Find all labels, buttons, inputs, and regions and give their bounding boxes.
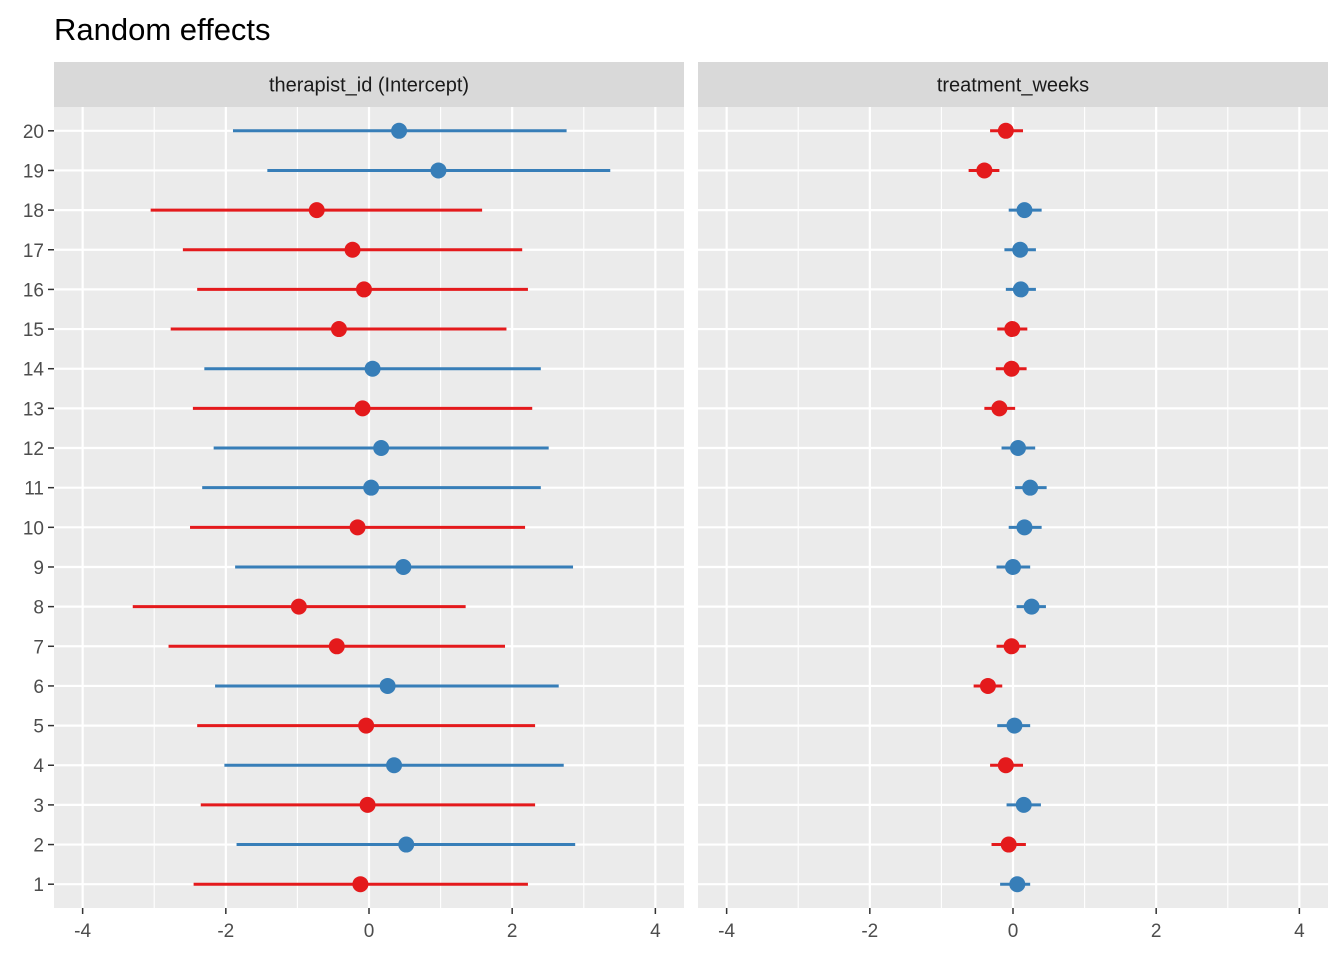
estimate-point xyxy=(363,479,380,496)
x-tick-label: -4 xyxy=(74,921,91,942)
facet-strip xyxy=(698,62,1328,107)
estimate-point xyxy=(344,241,361,258)
estimate-point xyxy=(1003,360,1020,377)
y-tick-label: 18 xyxy=(23,201,44,222)
estimate-point xyxy=(379,677,396,694)
estimate-point xyxy=(1003,638,1020,655)
chart-title: Random effects xyxy=(54,12,271,47)
estimate-point xyxy=(391,122,408,139)
x-tick-label: 2 xyxy=(1151,921,1162,942)
y-tick-label: 17 xyxy=(23,241,44,262)
x-tick-label: 0 xyxy=(364,921,375,942)
x-tick-label: 4 xyxy=(650,921,661,942)
facet-panel-1: therapist_id (Intercept)-4 -2 0 2 4123456789… xyxy=(23,62,684,942)
y-tick-label: 5 xyxy=(33,717,44,738)
y-tick-label: 1 xyxy=(33,875,44,896)
x-tick-label: -2 xyxy=(217,921,234,942)
y-tick-label: 19 xyxy=(23,161,44,182)
y-tick-label: 9 xyxy=(33,558,44,579)
estimate-point xyxy=(290,598,307,615)
y-tick-label: 11 xyxy=(24,479,44,500)
estimate-point xyxy=(330,321,347,338)
estimate-point xyxy=(1016,519,1033,536)
estimate-point xyxy=(373,440,390,457)
estimate-point xyxy=(352,876,369,893)
y-tick-label: 20 xyxy=(23,122,44,143)
facet-strip xyxy=(54,62,684,107)
y-tick-label: 8 xyxy=(33,598,44,619)
estimate-point xyxy=(1016,202,1033,219)
y-tick-label: 16 xyxy=(23,280,44,301)
estimate-point xyxy=(1012,241,1029,258)
estimate-point xyxy=(991,400,1008,417)
estimate-point xyxy=(1015,796,1032,813)
facet-strip-label: therapist_id (Intercept) xyxy=(269,75,469,97)
estimate-point xyxy=(398,836,415,853)
facet-strip-label: treatment_weeks xyxy=(937,75,1089,97)
estimate-point xyxy=(1004,321,1021,338)
facet-panels: therapist_id (Intercept)-4 -2 0 2 4123456789… xyxy=(23,62,1328,942)
x-tick-label: 0 xyxy=(1008,921,1019,942)
y-tick-label: 4 xyxy=(33,756,44,777)
estimate-point xyxy=(976,162,993,179)
estimate-point xyxy=(1009,876,1026,893)
x-tick-label: -4 xyxy=(718,921,735,942)
x-tick-label: -2 xyxy=(861,921,878,942)
facet-panel-2: treatment_weeks -4 -2 0 2 4 xyxy=(698,62,1328,942)
estimate-point xyxy=(308,202,325,219)
estimate-point xyxy=(1023,598,1040,615)
estimate-point xyxy=(358,717,375,734)
estimate-point xyxy=(359,796,376,813)
estimate-point xyxy=(1010,440,1027,457)
estimate-point xyxy=(1022,479,1039,496)
estimate-point xyxy=(328,638,345,655)
y-tick-label: 15 xyxy=(23,320,44,341)
estimate-point xyxy=(1012,281,1029,298)
estimate-point xyxy=(997,757,1014,774)
y-tick-label: 7 xyxy=(33,637,44,658)
y-tick-label: 13 xyxy=(23,399,44,420)
estimate-point xyxy=(395,558,412,575)
estimate-point xyxy=(1000,836,1017,853)
estimate-point xyxy=(1005,558,1021,575)
estimate-point xyxy=(430,162,447,179)
y-tick-label: 14 xyxy=(23,360,45,381)
y-tick-label: 3 xyxy=(33,796,44,817)
estimate-point xyxy=(349,519,366,536)
estimate-point xyxy=(997,122,1014,139)
estimate-point xyxy=(386,757,403,774)
y-tick-label: 12 xyxy=(23,439,44,460)
estimate-point xyxy=(1006,717,1023,734)
x-tick-label: 2 xyxy=(507,921,518,942)
y-tick-label: 6 xyxy=(33,677,44,698)
y-tick-label: 2 xyxy=(33,836,44,857)
estimate-point xyxy=(979,677,996,694)
estimate-point xyxy=(355,281,372,298)
x-tick-label: 4 xyxy=(1294,921,1305,942)
y-tick-label: 10 xyxy=(23,518,44,539)
estimate-point xyxy=(354,400,371,417)
estimate-point xyxy=(364,360,381,377)
